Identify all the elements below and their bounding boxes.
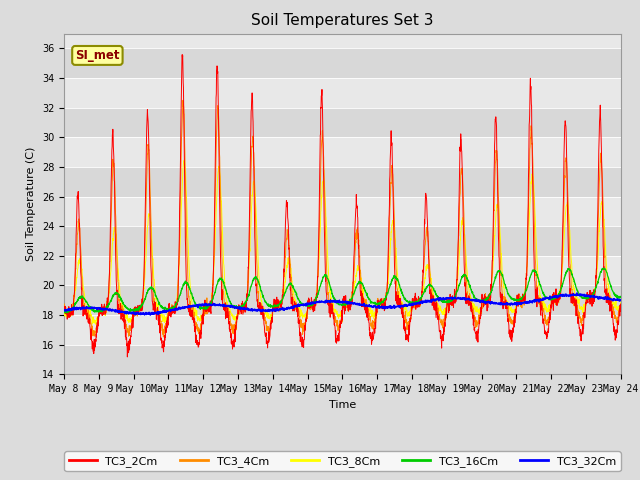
- Bar: [64, 137, 621, 167]
- Bar: [64, 286, 621, 315]
- Bar: [64, 226, 621, 256]
- Bar: [64, 345, 621, 374]
- Y-axis label: Soil Temperature (C): Soil Temperature (C): [26, 147, 36, 261]
- Legend: TC3_2Cm, TC3_4Cm, TC3_8Cm, TC3_16Cm, TC3_32Cm: TC3_2Cm, TC3_4Cm, TC3_8Cm, TC3_16Cm, TC3…: [64, 451, 621, 471]
- Bar: [64, 167, 621, 197]
- Bar: [64, 315, 621, 345]
- Title: Soil Temperatures Set 3: Soil Temperatures Set 3: [251, 13, 434, 28]
- Bar: [64, 197, 621, 226]
- Bar: [64, 48, 621, 78]
- X-axis label: Time: Time: [329, 400, 356, 409]
- Bar: [64, 256, 621, 286]
- Text: SI_met: SI_met: [75, 49, 120, 62]
- Bar: [64, 78, 621, 108]
- Bar: [64, 108, 621, 137]
